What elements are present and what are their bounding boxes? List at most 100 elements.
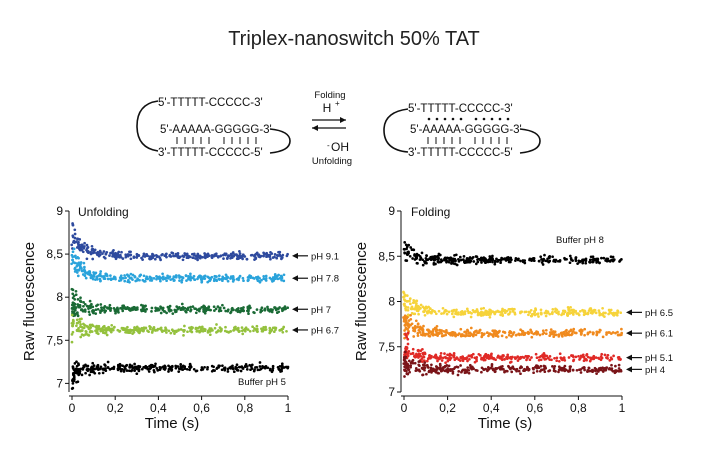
data-point <box>201 255 205 259</box>
data-point <box>71 250 75 254</box>
data-point <box>475 369 479 372</box>
data-point <box>85 324 88 328</box>
data-point <box>404 243 408 247</box>
data-point <box>413 355 417 359</box>
data-point <box>255 251 259 255</box>
data-point <box>138 331 141 335</box>
data-point <box>101 329 105 333</box>
data-point <box>548 312 552 316</box>
data-point <box>507 364 510 368</box>
data-point <box>77 244 80 248</box>
data-point <box>426 357 430 361</box>
data-point <box>606 353 610 357</box>
data-point <box>589 307 593 310</box>
data-point <box>152 326 156 329</box>
data-point <box>620 327 623 331</box>
data-point <box>256 368 260 372</box>
data-point <box>508 310 512 314</box>
data-point <box>82 334 85 337</box>
data-point <box>617 367 621 370</box>
data-point <box>150 306 154 310</box>
data-point <box>598 311 601 315</box>
data-point <box>154 309 157 313</box>
data-point <box>124 276 127 280</box>
data-point <box>468 363 472 367</box>
data-point <box>596 369 600 373</box>
data-point <box>276 307 279 311</box>
data-point <box>414 326 417 330</box>
y-tick-label: 7 <box>56 376 63 390</box>
data-point <box>447 364 451 368</box>
data-point <box>126 328 130 332</box>
data-point <box>171 251 174 255</box>
data-point <box>82 301 85 304</box>
data-point <box>142 328 145 332</box>
data-point <box>509 360 513 364</box>
data-point <box>215 323 218 326</box>
data-point <box>572 359 575 363</box>
data-point <box>603 315 606 318</box>
data-point <box>611 313 615 317</box>
data-point <box>484 367 488 371</box>
data-point <box>507 313 510 316</box>
data-point <box>152 364 155 368</box>
data-point <box>128 365 131 369</box>
data-point <box>283 305 287 308</box>
left-top-strand: 5'-TTTTT-CCCCC-3' <box>158 97 263 109</box>
data-point <box>189 365 193 369</box>
data-point <box>71 222 74 225</box>
data-point <box>85 248 88 252</box>
data-point <box>264 328 268 331</box>
data-point <box>260 306 264 310</box>
data-point <box>514 368 517 371</box>
data-point <box>71 378 74 382</box>
data-point <box>70 321 74 325</box>
data-point <box>605 366 609 369</box>
data-point <box>425 363 429 367</box>
data-point <box>403 375 406 378</box>
data-point <box>466 329 470 333</box>
schematic-unfolded: 5'-TTTTT-CCCCC-3' 5'-AAAAA-GGGGG-3' 3'-T… <box>136 97 291 159</box>
data-point <box>501 367 505 371</box>
data-point <box>444 330 447 334</box>
data-point <box>444 355 447 359</box>
data-point <box>104 309 108 313</box>
data-point <box>546 257 549 261</box>
data-point <box>446 353 449 357</box>
data-point <box>430 255 434 259</box>
data-point <box>513 307 516 311</box>
data-point <box>271 276 275 279</box>
data-point <box>433 309 436 313</box>
data-point <box>512 331 516 334</box>
data-point <box>437 252 441 256</box>
data-point <box>88 313 92 316</box>
data-point <box>423 361 427 364</box>
data-point <box>210 255 214 259</box>
data-point <box>440 359 444 362</box>
data-point <box>505 309 509 313</box>
data-point <box>423 309 427 312</box>
data-point <box>493 329 497 333</box>
data-point <box>588 260 591 264</box>
data-point <box>583 327 587 331</box>
data-point <box>472 260 476 263</box>
data-point <box>71 324 75 328</box>
data-point <box>602 256 606 260</box>
data-point <box>75 360 78 364</box>
data-point <box>465 258 469 262</box>
data-point <box>121 326 125 330</box>
data-point <box>406 372 409 376</box>
data-point <box>96 278 99 281</box>
data-point <box>143 305 147 308</box>
data-point <box>403 362 407 365</box>
data-point <box>486 331 489 334</box>
data-point <box>417 253 421 257</box>
data-point <box>476 258 479 261</box>
data-point <box>449 257 453 261</box>
data-point <box>519 328 522 332</box>
data-point <box>99 311 102 314</box>
data-point <box>226 367 230 371</box>
data-point <box>592 310 595 314</box>
data-point <box>227 331 230 334</box>
data-point <box>185 307 189 311</box>
